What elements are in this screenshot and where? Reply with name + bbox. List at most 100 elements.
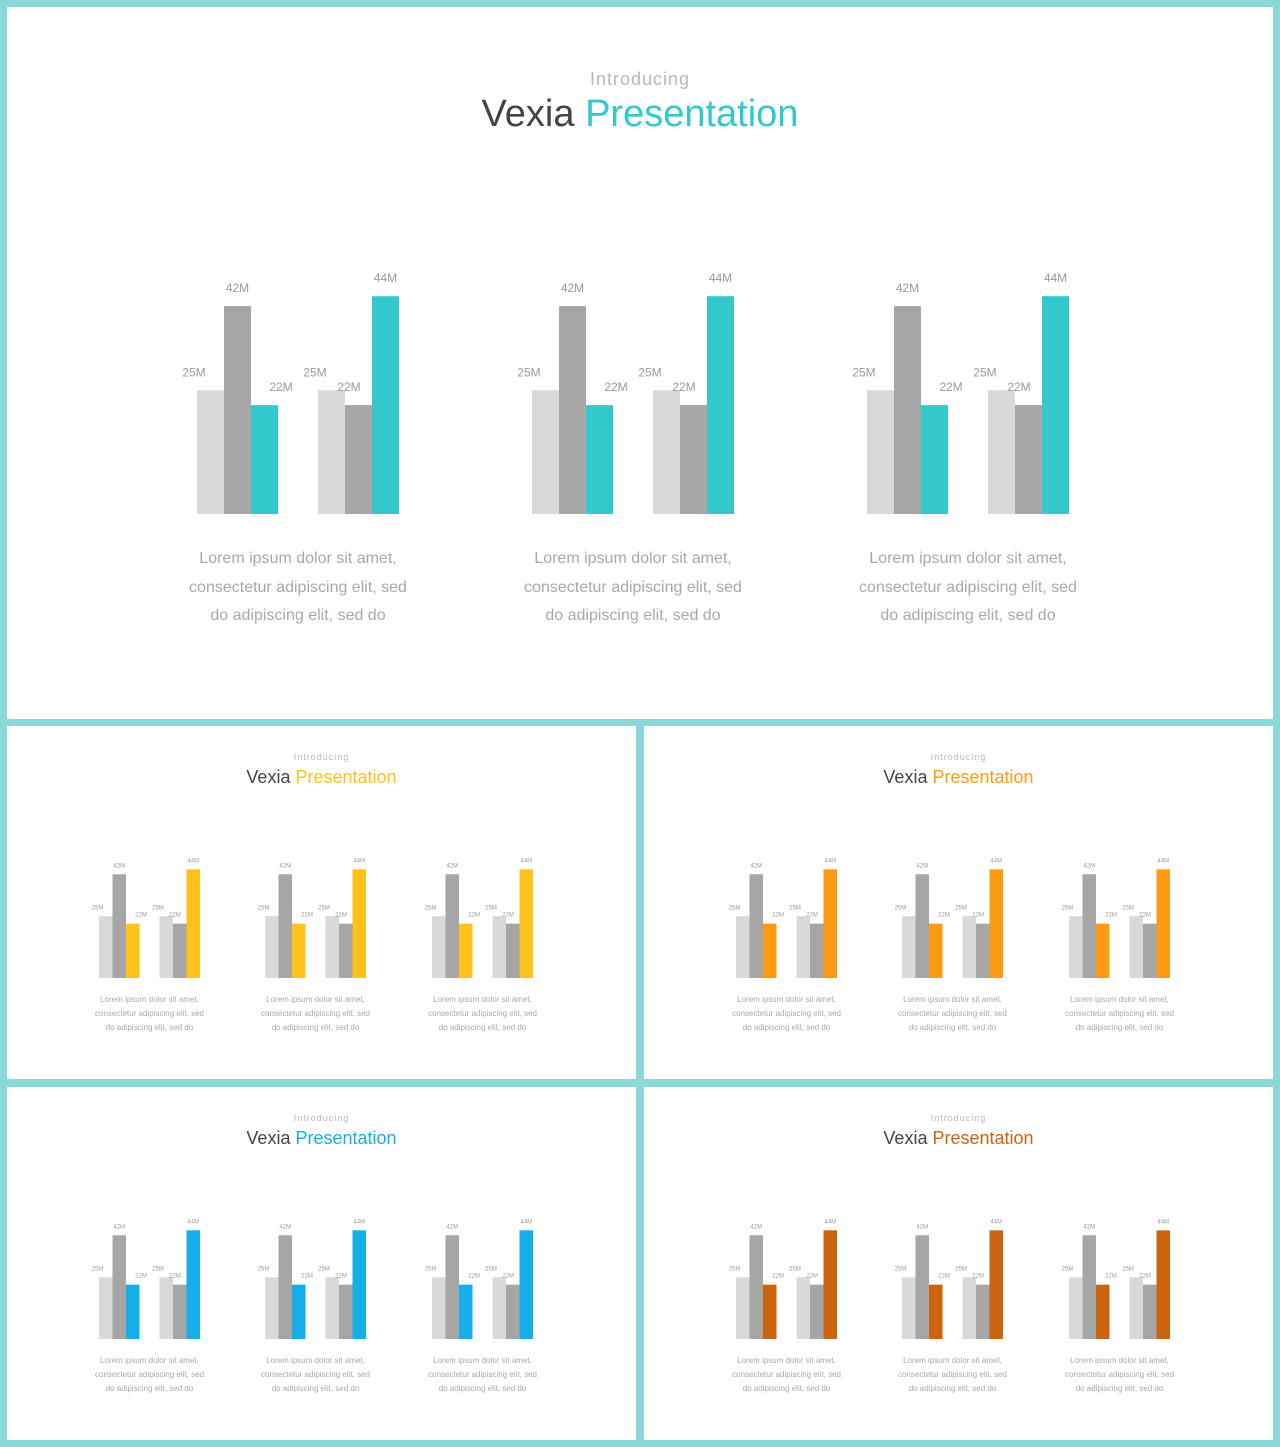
bar-mid (559, 306, 586, 514)
bar-value-label: 22M (772, 913, 784, 919)
bar-value-label: 44M (374, 271, 397, 285)
bar-accent (186, 869, 200, 978)
description-line: do adipiscing elit, sed do (742, 1023, 831, 1032)
description-line: Lorem ipsum dolor sit amet, (433, 1356, 532, 1365)
description-line: Lorem ipsum dolor sit amet, (1070, 1356, 1169, 1365)
description-line: consectetur adipiscing elit, sed (1065, 1009, 1174, 1018)
bar-accent (126, 1284, 140, 1339)
bar-light (736, 1277, 750, 1339)
bar-mid (976, 1284, 990, 1339)
bar-accent (126, 923, 140, 978)
bar-value-label: 42M (750, 863, 762, 869)
description-line: consectetur adipiscing elit, sed (189, 578, 407, 596)
bar-value-label: 42M (446, 1224, 458, 1230)
bar-mid (1143, 1284, 1157, 1339)
bar-mid (1082, 1235, 1096, 1339)
description-line: Lorem ipsum dolor sit amet, (869, 550, 1067, 567)
title-main: Vexia (246, 1128, 291, 1148)
bar-value-label: 44M (1044, 271, 1067, 285)
bar-accent (352, 869, 366, 978)
bar-accent (763, 923, 777, 978)
bar-chart-3: 25M 42M 22M 25M 22M 44M (425, 1219, 533, 1339)
bar-value-label: 44M (1157, 858, 1169, 864)
bar-value-label: 44M (709, 271, 732, 285)
bar-mid (1143, 923, 1157, 978)
bar-chart-2: 25M 42M 22M 25M 22M 44M (258, 1219, 366, 1339)
bar-value-label: 25M (729, 1266, 741, 1272)
bar-value-label: 25M (485, 905, 497, 911)
description-line: consectetur adipiscing elit, sed (428, 1009, 537, 1018)
bar-accent (519, 869, 533, 978)
bar-accent (1096, 923, 1110, 978)
bar-mid (445, 1235, 459, 1339)
bar-accent (519, 1230, 533, 1339)
bar-accent (352, 1230, 366, 1339)
bar-value-label: 22M (938, 913, 950, 919)
bar-accent (292, 923, 306, 978)
bar-value-label: 25M (1122, 1266, 1134, 1272)
bar-chart-3: 25M 42M 22M 25M 22M 44M (1062, 1219, 1170, 1339)
bar-value-label: 25M (1122, 905, 1134, 911)
bar-value-label: 42M (226, 281, 249, 295)
description-line: consectetur adipiscing elit, sed (1065, 1370, 1174, 1379)
bar-light (867, 390, 894, 514)
bar-value-label: 42M (113, 1224, 125, 1230)
description-line: Lorem ipsum dolor sit amet, (100, 1356, 199, 1365)
bar-value-label: 22M (169, 913, 181, 919)
bar-chart-3: 25M 42M 22M 25M 22M 44M (1062, 858, 1170, 978)
bar-value-label: 22M (337, 380, 360, 394)
bar-accent (586, 405, 613, 514)
bar-value-label: 42M (1083, 863, 1095, 869)
bar-value-label: 22M (1105, 1274, 1117, 1280)
intro-label: Introducing (589, 69, 691, 89)
description-line: Lorem ipsum dolor sit amet, (100, 995, 199, 1004)
title-main: Vexia (246, 767, 291, 787)
bar-value-label: 25M (318, 905, 330, 911)
intro-label: Introducing (930, 1113, 987, 1123)
slide-title: Vexia Presentation (7, 767, 636, 788)
bar-accent (763, 1284, 777, 1339)
description-line: Lorem ipsum dolor sit amet, (903, 995, 1002, 1004)
intro-label: Introducing (293, 752, 350, 762)
bar-chart-2: 25M 42M 22M 25M 22M 44M (895, 858, 1003, 978)
bar-value-label: 25M (92, 1266, 104, 1272)
bar-mid (112, 874, 126, 978)
bar-chart-3: 25M 42M 22M 25M 22M 44M (852, 271, 1069, 514)
bar-accent (1156, 869, 1170, 978)
bar-light (99, 1277, 113, 1339)
bar-light (1069, 916, 1083, 978)
bar-value-label: 44M (824, 1219, 836, 1225)
bar-charts: 25M 42M 22M 25M 22M 44M 25M 42M 22M 25M 22M 44M 25M 4… (92, 858, 533, 978)
bar-light (325, 1277, 339, 1339)
bar-light (492, 916, 506, 978)
bar-mid (1015, 405, 1042, 514)
bar-mid (339, 923, 353, 978)
bar-accent (459, 1284, 473, 1339)
bar-value-label: 22M (972, 913, 984, 919)
description-line: do adipiscing elit, sed do (105, 1023, 194, 1032)
bar-value-label: 44M (1157, 1219, 1169, 1225)
bar-light (902, 1277, 916, 1339)
chart-description: Lorem ipsum dolor sit amet, consectetur a… (1050, 993, 1190, 1035)
bar-value-label: 25M (638, 365, 661, 379)
bar-value-label: 22M (135, 913, 147, 919)
bar-value-label: 22M (1007, 380, 1030, 394)
bar-value-label: 44M (520, 858, 532, 864)
bar-accent (459, 923, 473, 978)
bar-value-label: 44M (520, 1219, 532, 1225)
chart-description: Lorem ipsum dolor sit amet, consectetur a… (413, 1354, 553, 1396)
description-line: do adipiscing elit, sed do (438, 1023, 527, 1032)
bar-charts: 25M 42M 22M 25M 22M 44M 25M 42M 22M 25M 22M 44M 25M 4… (92, 1219, 533, 1339)
bar-mid (894, 306, 921, 514)
slide-title: Vexia Presentation (644, 767, 1273, 788)
bar-value-label: 22M (938, 1274, 950, 1280)
bar-light (432, 916, 446, 978)
chart-description: Lorem ipsum dolor sit amet, consectetur a… (80, 1354, 220, 1396)
bar-light (902, 916, 916, 978)
bar-value-label: 42M (916, 863, 928, 869)
bar-value-label: 25M (258, 905, 270, 911)
bar-value-label: 22M (502, 913, 514, 919)
bar-value-label: 25M (895, 905, 907, 911)
description-line: consectetur adipiscing elit, sed (261, 1009, 370, 1018)
bar-value-label: 22M (806, 1274, 818, 1280)
